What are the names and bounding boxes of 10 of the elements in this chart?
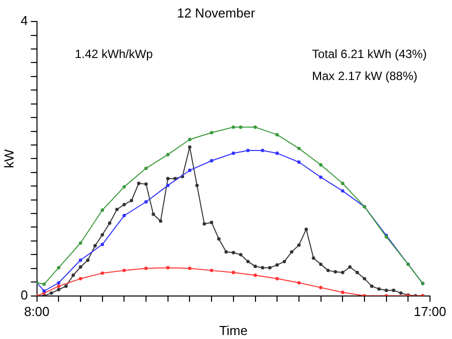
- x-tick-label: 17:00: [414, 304, 446, 320]
- chart-title: 12 November: [176, 5, 256, 20]
- annotation: Total 6.21 kWh (43%): [312, 46, 427, 61]
- x-tick-label: 8:00: [24, 304, 50, 320]
- y-tick-label: 4: [20, 13, 28, 28]
- y-axis-title: kW: [1, 148, 16, 168]
- annotation: Max 2.17 kW (88%): [312, 68, 418, 83]
- annotation: 1.42 kWh/kWp: [74, 46, 154, 61]
- x-axis-title: Time: [219, 322, 248, 338]
- y-tick-label: 0: [20, 287, 28, 302]
